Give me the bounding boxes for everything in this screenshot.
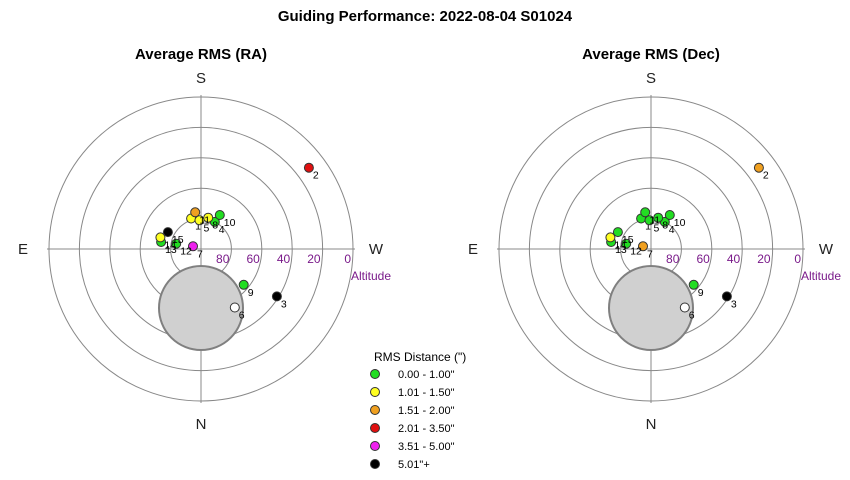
panel-1-point-11 <box>190 207 201 218</box>
panel-2-point-12 <box>621 238 632 249</box>
panel-1-point-10 <box>214 210 225 220</box>
panel-1-point-label-2: 2 <box>313 170 319 182</box>
panel-1-point-6 <box>229 302 240 313</box>
panel-1-point-label-10: 10 <box>224 217 236 229</box>
panel-2-point-15 <box>612 227 623 238</box>
panel-2-point-8 <box>653 212 664 223</box>
panel-2-compass-west: W <box>819 241 834 258</box>
panel-1-point-2 <box>303 162 314 173</box>
panel-1-altitude-tick: 80 <box>216 252 230 266</box>
panel-2-point-14 <box>605 232 616 243</box>
panel-2-altitude-label: Altitude <box>801 269 841 283</box>
legend-swatch-2 <box>370 387 380 397</box>
legend-swatch-1 <box>370 369 380 379</box>
panel-2-point-label-11: 11 <box>649 214 660 226</box>
legend-label-2: 1.01 - 1.50" <box>398 387 455 399</box>
panel-1-point-label-3: 3 <box>281 298 287 310</box>
legend-label-4: 2.01 - 3.50" <box>398 423 455 435</box>
panel-2-point-label-1: 1 <box>645 221 651 233</box>
legend-title: RMS Distance (") <box>374 350 466 364</box>
panel-1-altitude-ring <box>48 96 354 402</box>
panel-2-point-6 <box>679 302 690 313</box>
panel-2-altitude-tick: 80 <box>666 252 680 266</box>
legend-label-3: 1.51 - 2.00" <box>398 405 455 417</box>
legend-swatch-6 <box>370 459 380 469</box>
panel-2-altitude-tick: 0 <box>794 252 801 266</box>
panel-2-point-label-9: 9 <box>698 287 704 299</box>
panel-2-obstruction-zone <box>608 265 694 351</box>
panel-1-point-9 <box>238 279 249 290</box>
panel-1-compass-north: N <box>196 416 207 433</box>
panel-2-compass-north: N <box>646 416 657 433</box>
panel-1-point-label-12: 12 <box>180 246 192 258</box>
panel-2-point-label-14: 14 <box>614 239 626 251</box>
panel-2-point-label-5: 5 <box>654 222 660 234</box>
panel-1-altitude-tick: 60 <box>246 252 260 266</box>
panel-1-point-7 <box>188 241 198 252</box>
panel-1-point-label-5: 5 <box>204 222 210 234</box>
panel-2-compass-east: E <box>468 241 478 258</box>
panel-1-point-14 <box>155 232 166 243</box>
panel-1-point-12 <box>171 238 182 249</box>
panel-2-altitude-ring <box>528 126 774 372</box>
panel-2-point-label-8: 8 <box>662 220 668 232</box>
panel-1-compass-south: S <box>196 70 206 87</box>
panel-1-altitude-tick: 40 <box>277 252 291 266</box>
panel-2-altitude-tick: 60 <box>696 252 710 266</box>
panel-1-altitude-ring <box>78 126 324 372</box>
panel-2-point-label-15: 15 <box>622 234 634 246</box>
panel-2-point-label-13: 13 <box>615 244 627 256</box>
legend-label-1: 0.00 - 1.00" <box>398 369 455 381</box>
panel-2-point-10 <box>664 210 675 220</box>
panel-2-title: Average RMS (Dec) <box>582 46 720 63</box>
panel-2-point-11 <box>640 207 651 218</box>
panel-2-point-7 <box>638 241 648 252</box>
legend-label-5: 3.51 - 5.00" <box>398 441 455 453</box>
panel-1-point-label-7: 7 <box>197 248 203 260</box>
panel-2-point-label-3: 3 <box>731 298 737 310</box>
panel-1-point-label-6: 6 <box>239 310 245 322</box>
panel-1-point-label-1: 1 <box>195 221 201 233</box>
panel-1-point-8 <box>203 212 214 223</box>
panel-1-point-label-14: 14 <box>164 239 176 251</box>
panel-2-point-2 <box>753 162 764 173</box>
panel-1-point-label-4: 4 <box>219 224 225 236</box>
panel-2-point-label-4: 4 <box>669 224 675 236</box>
legend-swatch-4 <box>370 423 380 433</box>
panel-1-obstruction-zone <box>158 265 244 351</box>
panel-1-point-label-11: 11 <box>199 214 210 226</box>
legend-swatch-5 <box>370 441 380 451</box>
panel-1-point-label-8: 8 <box>212 220 218 232</box>
legend-label-6: 5.01"+ <box>398 459 430 471</box>
panel-2-point-label-6: 6 <box>689 310 695 322</box>
panel-2-altitude-ring <box>498 96 804 402</box>
panel-2-altitude-tick: 20 <box>757 252 771 266</box>
panel-1-compass-west: W <box>369 241 384 258</box>
legend-swatch-3 <box>370 405 380 415</box>
panel-2-compass-south: S <box>646 70 656 87</box>
chart-title: Guiding Performance: 2022-08-04 S01024 <box>277 8 573 25</box>
panel-1-altitude-tick: 20 <box>307 252 321 266</box>
panel-2-point-label-2: 2 <box>763 170 769 182</box>
panel-1-point-15 <box>162 227 173 238</box>
panel-1-title: Average RMS (RA) <box>135 46 267 63</box>
panel-1-point-label-9: 9 <box>248 287 254 299</box>
panel-1-point-label-13: 13 <box>165 244 177 256</box>
panel-2-point-9 <box>688 279 699 290</box>
panel-1-point-3 <box>271 291 282 302</box>
panel-1-compass-east: E <box>18 241 28 258</box>
panel-2-point-label-7: 7 <box>647 248 653 260</box>
panel-1-point-label-15: 15 <box>172 234 184 246</box>
panel-2-point-label-12: 12 <box>630 246 642 258</box>
panel-2-point-label-10: 10 <box>674 217 686 229</box>
panel-2-point-3 <box>721 291 732 302</box>
panel-1-altitude-label: Altitude <box>351 269 391 283</box>
panel-2-altitude-tick: 40 <box>727 252 741 266</box>
panel-1-altitude-tick: 0 <box>344 252 351 266</box>
